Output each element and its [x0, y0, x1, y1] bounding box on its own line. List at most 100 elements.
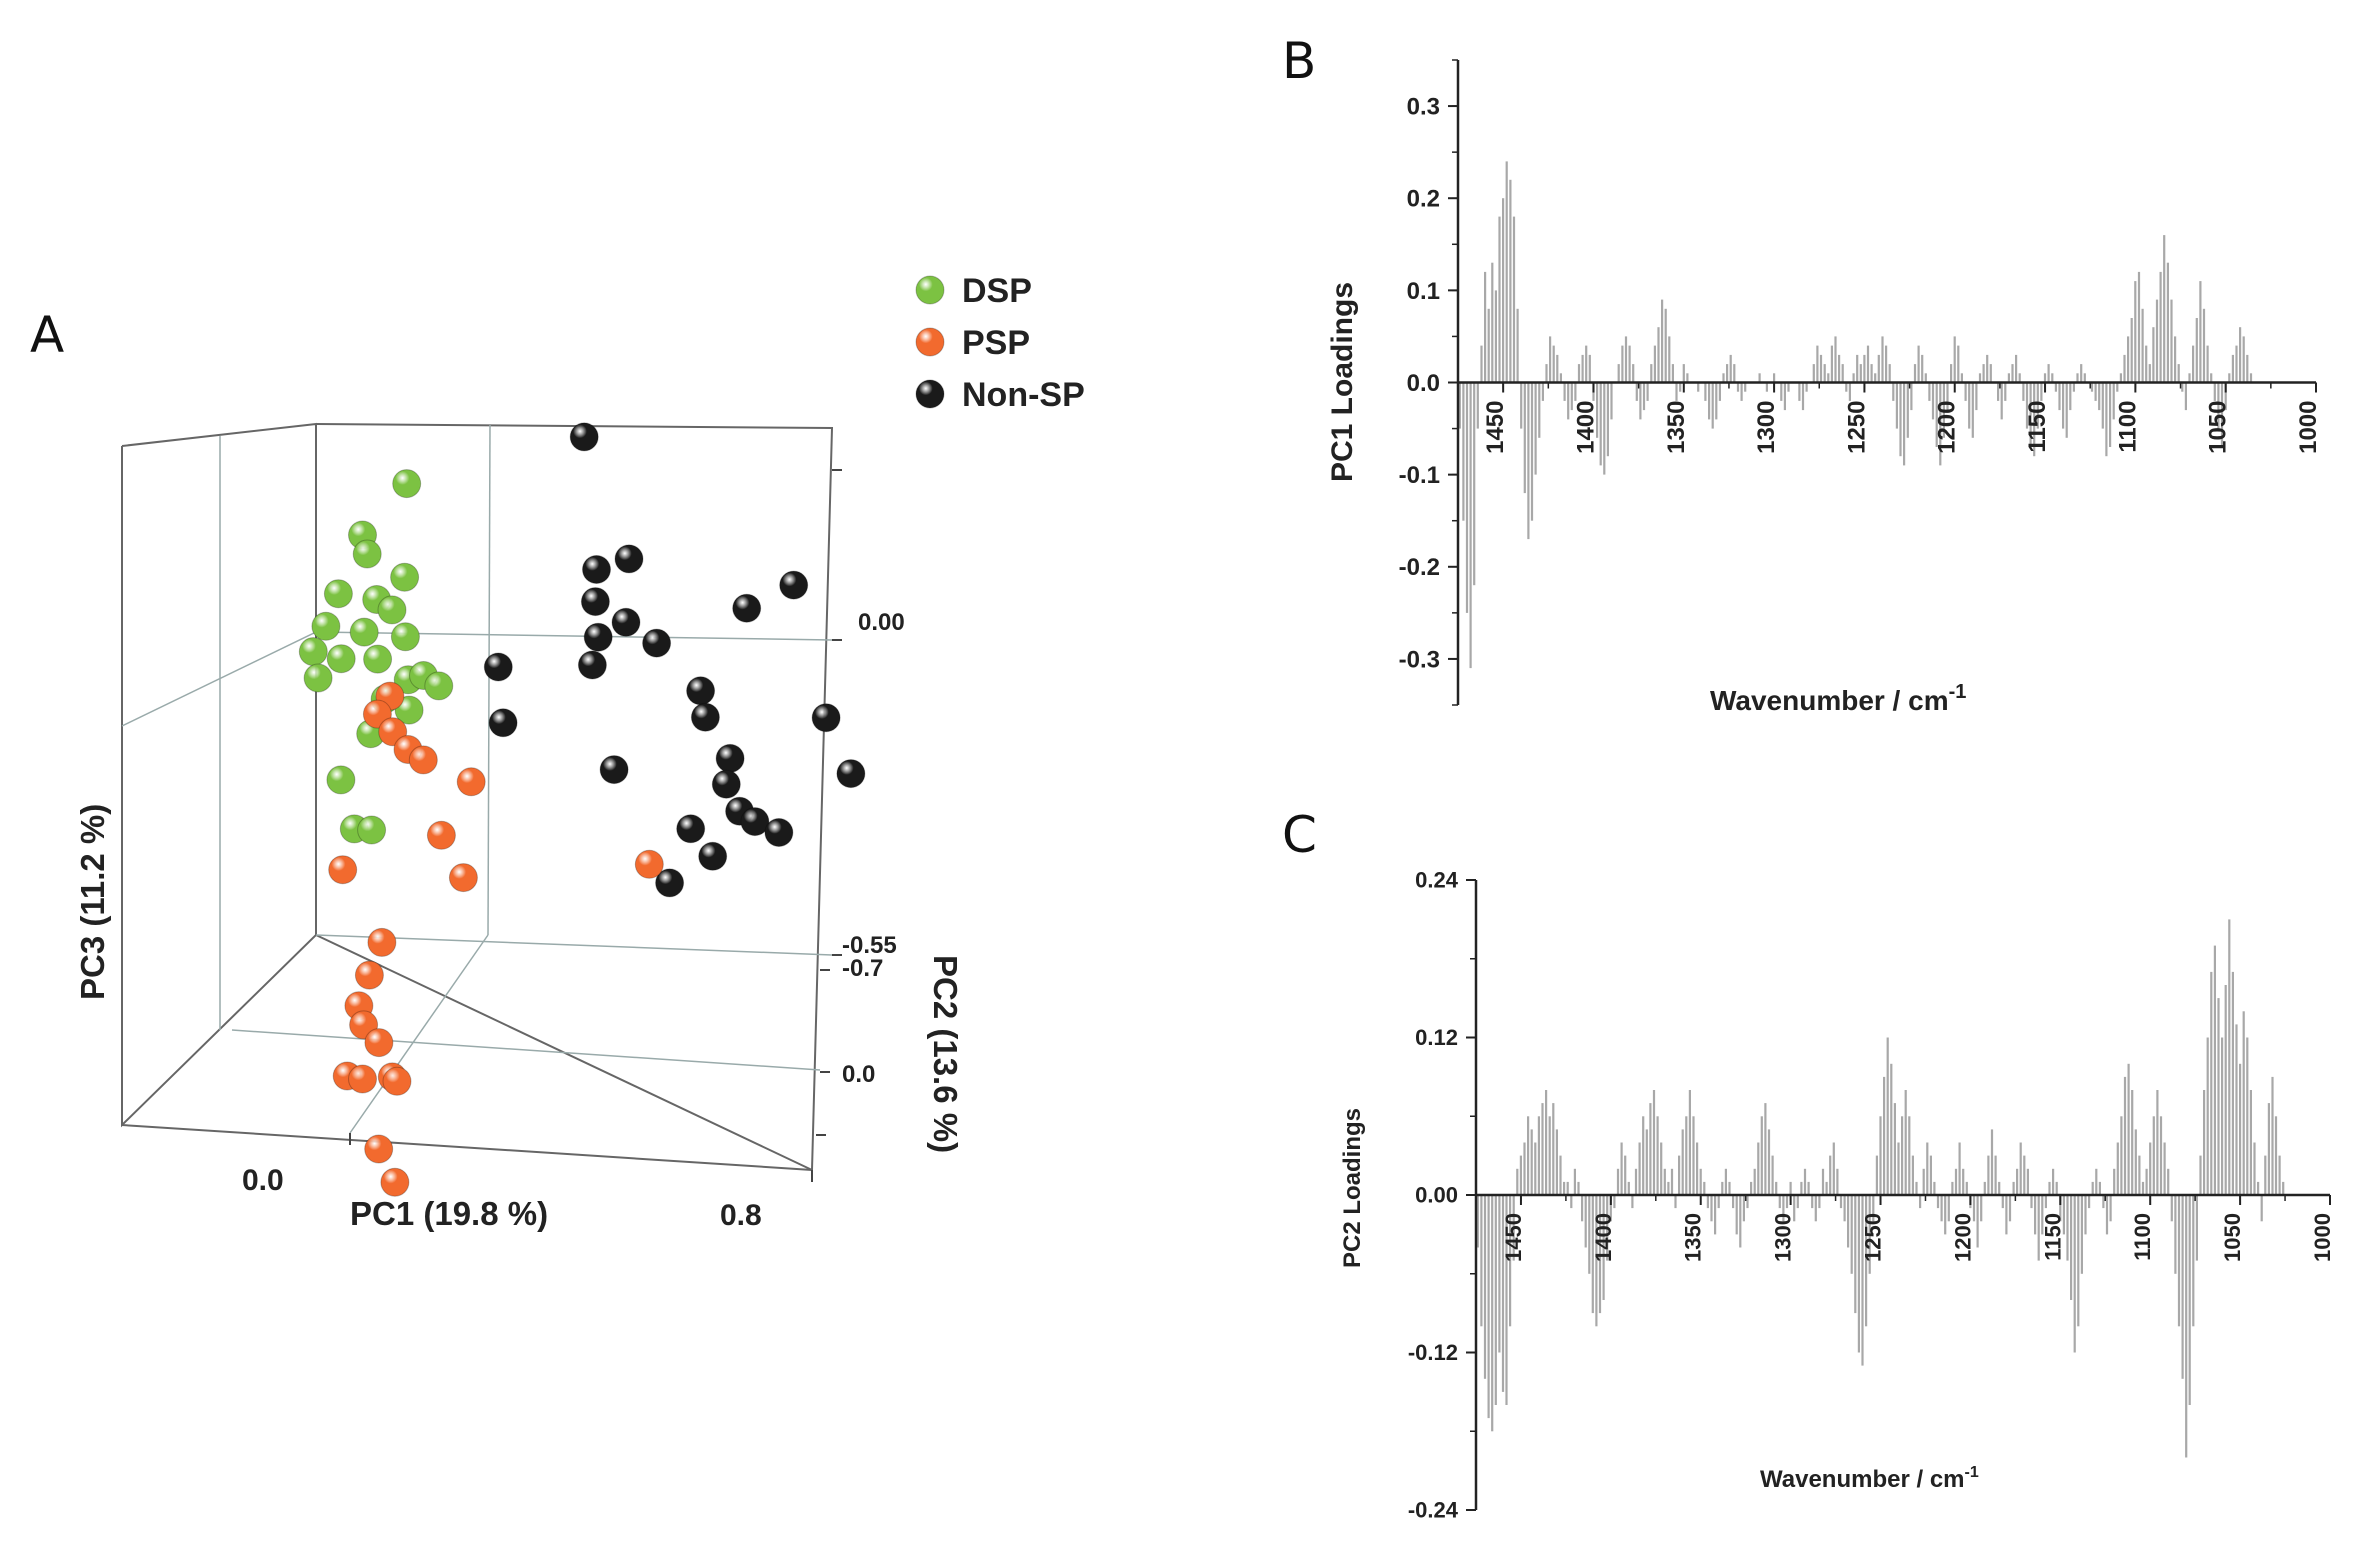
loading-bar — [2177, 1195, 2181, 1327]
loading-bar — [1928, 382, 1931, 401]
point-dsp — [352, 539, 382, 569]
loading-bar — [2192, 1195, 2195, 1327]
loading-bar — [1939, 382, 1942, 466]
loading-bar — [2221, 1037, 2224, 1195]
point-non-sp — [577, 650, 607, 680]
loading-bar — [1819, 354, 1823, 383]
loading-bar — [1628, 345, 1631, 383]
loading-bar — [2088, 1195, 2091, 1209]
point-psp — [328, 855, 358, 885]
point-dsp — [377, 595, 407, 625]
loading-bar — [1968, 382, 1971, 429]
loading-bar — [1919, 1195, 1922, 1209]
loading-bar — [1715, 382, 1718, 420]
loading-bar — [1642, 382, 1646, 411]
point-non-sp — [483, 652, 513, 682]
x-tick-label: 1450 — [1501, 1213, 1526, 1262]
loading-bar — [1602, 1195, 1605, 1300]
loading-bar — [2058, 382, 2061, 411]
point-non-sp — [690, 702, 720, 732]
loading-bar — [1624, 336, 1628, 383]
loading-bar — [1728, 1181, 1731, 1195]
pc1-axis-label: PC1 (19.8 %) — [350, 1195, 548, 1232]
loading-bar — [2282, 1181, 2285, 1195]
loading-bar — [2077, 1195, 2080, 1327]
loading-bar — [1509, 179, 1512, 383]
loading-bar — [1480, 345, 1483, 383]
x-tick-label: 1450 — [1482, 401, 1509, 454]
loading-bar — [1736, 382, 1740, 392]
loading-bar — [2090, 382, 2094, 392]
loading-bar — [1649, 1103, 1652, 1195]
loading-bar — [1505, 1195, 1508, 1405]
loading-bar — [1476, 382, 1479, 429]
loading-bar — [1692, 1116, 1695, 1196]
point-psp — [408, 745, 438, 775]
loading-bar — [1829, 1155, 1832, 1195]
loading-bar — [2239, 1063, 2242, 1196]
point-psp — [456, 767, 486, 797]
loading-bar — [2102, 1195, 2105, 1209]
loading-bar — [1609, 1195, 1612, 1222]
loading-bar — [1771, 1155, 1774, 1195]
loading-bar — [2203, 1090, 2206, 1195]
loading-bar — [1671, 364, 1674, 383]
loading-bar — [2113, 1168, 2116, 1196]
y-tick-label: -0.24 — [1408, 1498, 1459, 1523]
loading-bar — [1847, 1195, 1850, 1248]
box-floor-front-edge — [121, 1124, 813, 1171]
loading-bar — [1494, 1195, 1497, 1405]
loading-bar — [2188, 1195, 2191, 1405]
loading-bar — [1899, 382, 1902, 457]
loading-bar — [1697, 382, 1700, 392]
loading-bar — [1757, 1142, 1760, 1195]
loading-bar — [2152, 1116, 2155, 1196]
loading-bar — [2184, 382, 2187, 411]
loading-bar — [1877, 354, 1880, 383]
point-non-sp — [580, 587, 610, 617]
loading-bar — [1865, 1195, 1868, 1327]
loading-bar — [2105, 382, 2108, 457]
loading-bar — [1577, 364, 1581, 383]
legend-label-dsp: DSP — [962, 272, 1032, 310]
loading-bar — [1674, 1195, 1677, 1209]
loading-bar — [1631, 1195, 1634, 1209]
loading-bar — [2166, 262, 2169, 383]
loading-bar — [1595, 1195, 1598, 1327]
loading-bar — [2213, 382, 2216, 401]
x-tick-label: 1050 — [2205, 401, 2232, 454]
x-tick-label: 1200 — [1950, 1213, 1975, 1262]
loading-bar — [1872, 1195, 1875, 1222]
loading-bar — [1681, 1129, 1684, 1195]
loading-bar — [1549, 336, 1552, 383]
loading-bar — [2249, 373, 2253, 383]
loading-bar — [1498, 1195, 1501, 1353]
loading-bar — [1740, 382, 1743, 401]
loading-bar — [2181, 1195, 2184, 1379]
loading-bar — [1917, 345, 1920, 383]
panel-b-pc1-loadings: B 0.3 0.2 0.1 0.0 -0.1 -0.2 -0.3 1450 1400 1350 13… — [1282, 32, 2322, 716]
point-non-sp — [764, 818, 794, 847]
loading-bar — [1935, 382, 1938, 447]
panel-c-pc2-loadings: C 0.24 0.12 0.00 -0.12 -0.24 1450 1400 1350 1300… — [1282, 806, 2335, 1523]
grid-floor-back — [315, 934, 833, 956]
point-dsp — [390, 562, 420, 592]
loading-bar — [1639, 382, 1642, 420]
loading-bar — [1780, 382, 1783, 401]
loading-bar — [1516, 1168, 1519, 1196]
loading-bar — [1852, 373, 1855, 383]
loading-bar — [1520, 382, 1523, 429]
loading-bar — [2119, 373, 2122, 383]
loading-bar — [2044, 1195, 2047, 1209]
loading-bar — [1668, 336, 1671, 383]
loading-bar — [1793, 1195, 1796, 1222]
y-tick-label: 0.0 — [1407, 370, 1440, 397]
loading-bar — [1596, 382, 1599, 438]
loading-bar — [2007, 373, 2010, 383]
y-tick-label: 0.3 — [1407, 93, 1440, 120]
pc2-tick-0: -0.7 — [842, 955, 883, 982]
loading-bar — [1965, 1181, 1968, 1195]
loading-bar — [1498, 216, 1501, 383]
loading-bar — [1933, 1181, 1936, 1195]
loading-bar — [1838, 354, 1841, 383]
